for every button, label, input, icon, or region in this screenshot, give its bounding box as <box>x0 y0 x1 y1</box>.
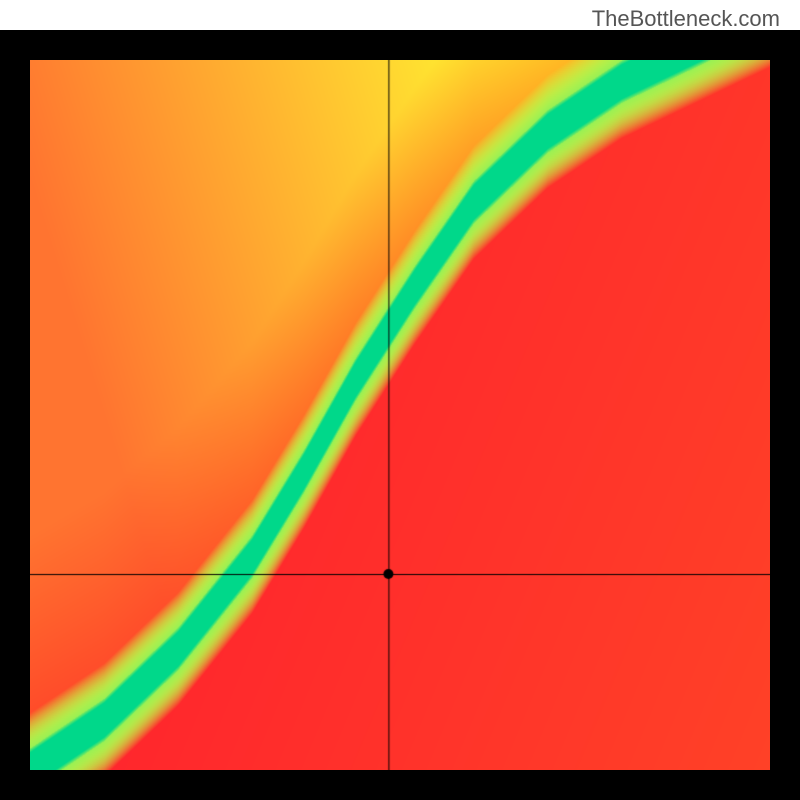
heatmap-canvas <box>30 60 770 770</box>
watermark-text: TheBottleneck.com <box>592 6 780 32</box>
chart-outer-frame <box>0 30 800 800</box>
